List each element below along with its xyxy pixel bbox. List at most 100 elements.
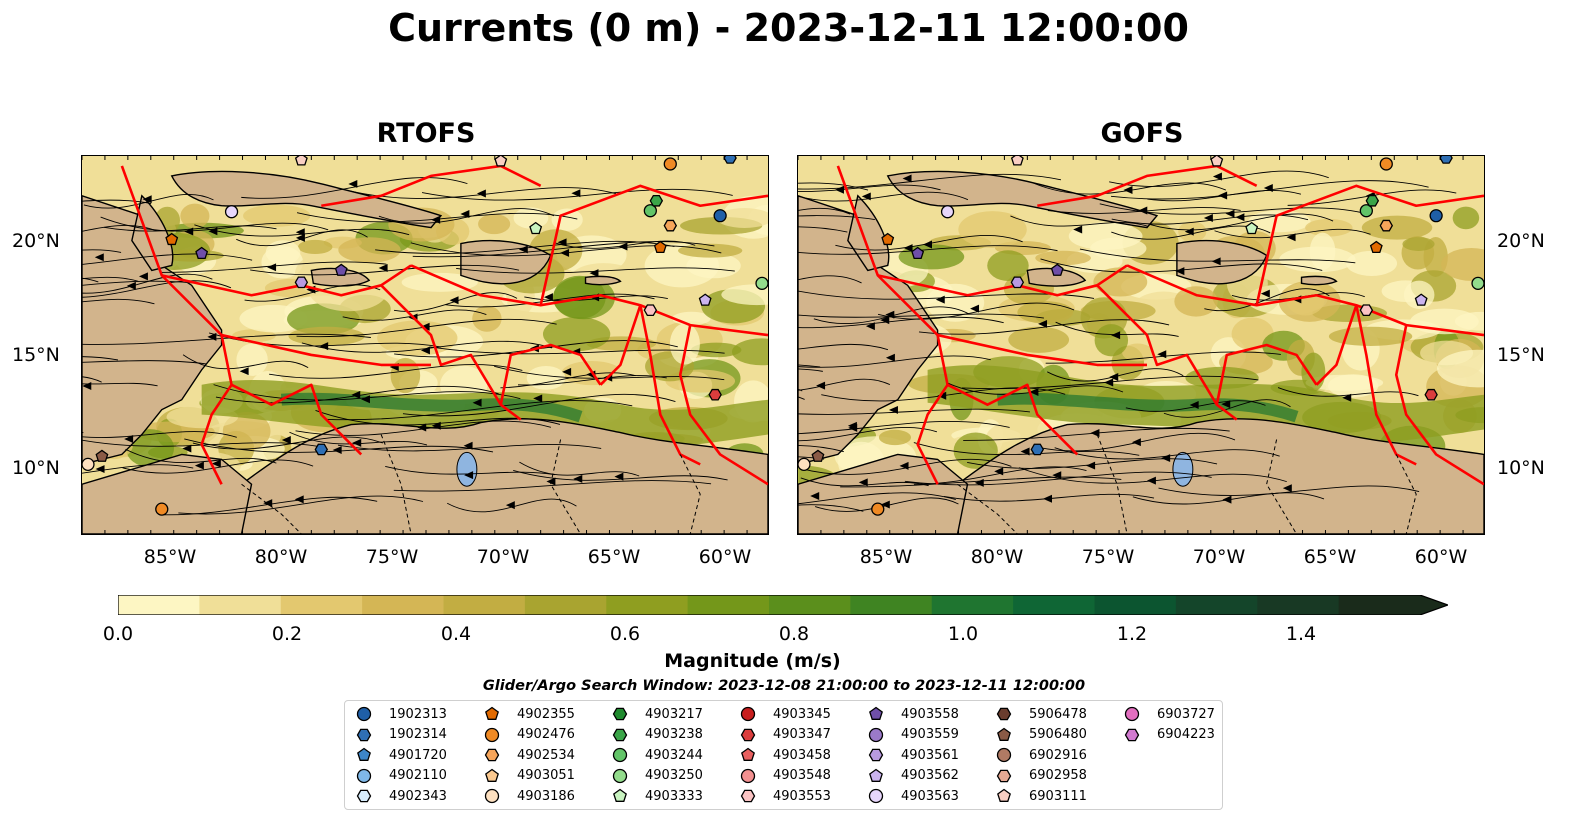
map-gofs <box>797 155 1485 535</box>
float-marker <box>314 443 329 456</box>
float-marker <box>1359 304 1374 317</box>
legend-label: 4903217 <box>645 706 703 722</box>
float-marker <box>1365 194 1380 207</box>
colorbar-segment <box>362 595 444 615</box>
float-marker <box>1359 204 1373 218</box>
legend-label: 4903051 <box>517 768 575 784</box>
float-marker <box>723 156 737 164</box>
legend-item-6904223: 6904223 <box>1123 726 1215 744</box>
legend-item-4903244: 4903244 <box>611 746 703 764</box>
float-marker <box>1010 276 1025 289</box>
legend-item-4903558: 4903558 <box>867 705 959 723</box>
circle-marker-icon <box>740 706 756 722</box>
pentagon-marker-icon <box>741 747 755 762</box>
float-marker <box>798 457 811 471</box>
colorbar-segment <box>1175 595 1258 615</box>
colorbar-extend-arrow <box>1420 595 1448 615</box>
lon-label-80w: 80°W <box>970 546 1024 568</box>
legend-label: 1902314 <box>389 727 447 743</box>
colorbar <box>117 594 1450 616</box>
float-marker <box>649 194 664 207</box>
legend-label: 4903548 <box>773 768 831 784</box>
colorbar-tick: 1.4 <box>1285 623 1317 645</box>
float-marker <box>663 157 677 171</box>
colorbar-tick: 0.0 <box>102 623 134 645</box>
float-marker <box>195 246 209 260</box>
legend-label: 6903727 <box>1157 706 1215 722</box>
legend-label: 5906478 <box>1029 706 1087 722</box>
legend-label: 6902958 <box>1029 768 1087 784</box>
legend-label: 4903558 <box>901 706 959 722</box>
search-window-caption: Glider/Argo Search Window: 2023-12-08 21… <box>482 678 1086 694</box>
pentagon-marker-icon <box>485 768 499 782</box>
colorbar-tick: 0.2 <box>271 623 303 645</box>
circle-marker-icon <box>356 706 372 722</box>
legend-item-4903250: 4903250 <box>611 767 703 785</box>
legend-label: 4903553 <box>773 788 831 804</box>
legend-item-4901720: 4901720 <box>355 746 447 764</box>
pentagon-marker-icon <box>869 768 883 782</box>
colorbar-segment <box>524 595 607 615</box>
hexagon-marker-icon <box>868 748 884 762</box>
lon-label-85w: 85°W <box>859 546 913 568</box>
float-marker <box>653 240 667 254</box>
float-marker <box>494 156 508 167</box>
legend-item-4902534: 4902534 <box>483 746 575 764</box>
float-marker <box>529 221 543 235</box>
circle-marker-icon <box>868 789 884 804</box>
float-marker <box>155 502 169 516</box>
hexagon-marker-icon <box>996 707 1012 721</box>
legend-item-4903238: 4903238 <box>611 726 703 744</box>
float-marker <box>82 457 95 471</box>
float-marker <box>663 219 678 232</box>
float-marker <box>911 246 925 260</box>
pentagon-marker-icon <box>997 789 1011 803</box>
float-marker <box>1245 221 1259 235</box>
legend-label: 4903347 <box>773 727 831 743</box>
panel-title-gofs: GOFS <box>1100 118 1184 149</box>
legend-item-6902916: 6902916 <box>995 746 1087 764</box>
hexagon-marker-icon <box>740 728 756 741</box>
lon-label-60w-left: 60°W <box>698 546 752 568</box>
legend-item-6903111: 6903111 <box>995 787 1087 805</box>
float-marker <box>1379 219 1394 232</box>
legend-label: 4903244 <box>645 747 703 763</box>
hexagon-marker-icon <box>740 790 756 803</box>
lon-label-80w-left: 80°W <box>254 546 308 568</box>
legend-item-4903563: 4903563 <box>867 787 959 805</box>
float-marker <box>1429 209 1443 223</box>
legend-label: 4903186 <box>517 788 575 804</box>
float-marker <box>294 276 309 289</box>
float-marker <box>165 232 179 246</box>
circle-marker-icon <box>484 789 500 804</box>
panel-title-rtofs: RTOFS <box>376 118 476 149</box>
legend-item-4903345: 4903345 <box>739 705 831 723</box>
float-marker <box>811 449 825 462</box>
circle-marker-icon <box>868 727 884 742</box>
lon-label-65w-left: 65°W <box>587 546 641 568</box>
colorbar-segment <box>118 595 200 615</box>
legend-item-4902110: 4902110 <box>355 767 447 785</box>
hexagon-marker-icon <box>996 769 1012 783</box>
legend-item-4902343: 4902343 <box>355 787 447 805</box>
float-marker <box>708 388 722 401</box>
colorbar-tick: 0.6 <box>609 623 641 645</box>
hexagon-marker-icon <box>484 748 500 762</box>
float-marker <box>1439 156 1453 164</box>
float-marker <box>940 205 955 219</box>
float-marker <box>881 232 895 246</box>
colorbar-segment <box>850 595 933 615</box>
colorbar-tick: 0.8 <box>778 623 810 645</box>
float-marker <box>95 449 109 462</box>
legend-item-4903347: 4903347 <box>739 726 831 744</box>
legend-label: 4902110 <box>389 768 447 784</box>
legend-label: 4902355 <box>517 706 575 722</box>
colorbar-segment <box>443 595 526 615</box>
circle-marker-icon <box>996 748 1012 763</box>
hexagon-marker-icon <box>1124 728 1140 741</box>
pentagon-marker-icon <box>357 747 371 762</box>
colorbar-segment <box>606 595 689 615</box>
legend-item-4903559: 4903559 <box>867 726 959 744</box>
colorbar-tick: 1.0 <box>947 623 979 645</box>
float-marker <box>1369 240 1383 254</box>
